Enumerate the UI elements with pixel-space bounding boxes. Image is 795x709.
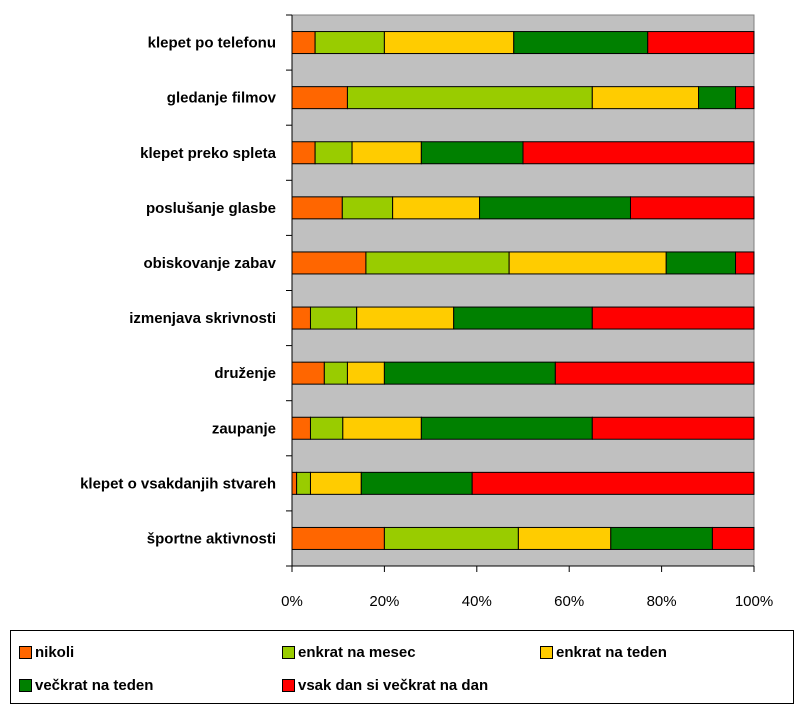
bar-segment: [351, 141, 422, 165]
bar-segment: [341, 196, 394, 220]
legend-label: enkrat na mesec: [298, 644, 416, 661]
bar-segment: [296, 471, 311, 495]
bar-segment: [554, 361, 755, 385]
bar-segment: [291, 526, 385, 550]
x-tick-label: 80%: [647, 593, 677, 610]
legend-swatch-enkrat-na-mesec: [282, 646, 295, 659]
category-label: druženje: [214, 365, 276, 382]
bar-segment: [291, 471, 298, 495]
bar-segment: [383, 31, 515, 55]
legend-item-nikoli: nikoli: [19, 644, 74, 661]
x-tick-label: 60%: [554, 593, 584, 610]
bar-segment: [309, 306, 358, 330]
category-label: gledanje filmov: [167, 90, 277, 107]
category-label: obiskovanje zabav: [143, 255, 276, 272]
legend-label: vsak dan si večkrat na dan: [298, 677, 489, 694]
category-label: klepet o vsakdanjih stvareh: [80, 475, 276, 492]
legend-label: večkrat na teden: [35, 677, 154, 694]
bar-segment: [479, 196, 631, 220]
bar-segment: [346, 361, 385, 385]
category-label: športne aktivnosti: [147, 530, 276, 547]
legend-item-enkrat-na-teden: enkrat na teden: [540, 644, 667, 661]
bar-segment: [591, 86, 700, 110]
category-label: klepet po telefonu: [148, 35, 276, 52]
bar-segment: [420, 141, 524, 165]
bar-segment: [629, 196, 755, 220]
bar-segment: [291, 86, 348, 110]
stacked-bar-chart: klepet po telefonu gledanje filmov klepet …: [80, 14, 773, 610]
bar-segment: [314, 31, 385, 55]
legend-swatch-nikoli: [19, 646, 32, 659]
bar-segment: [735, 86, 755, 110]
bar-segment: [309, 416, 344, 440]
bar-segment: [291, 251, 367, 275]
bar-segment: [610, 526, 713, 550]
category-label: zaupanje: [212, 420, 276, 437]
bar-segment: [665, 251, 737, 275]
x-tick-label: 100%: [735, 593, 773, 610]
bar-segment: [513, 31, 649, 55]
bar-segment: [356, 306, 455, 330]
bar-segment: [591, 416, 755, 440]
legend: nikoli enkrat na mesec enkrat na teden v…: [10, 630, 794, 704]
bar-segment: [342, 416, 422, 440]
bar-segment: [323, 361, 348, 385]
bar-segment: [365, 251, 510, 275]
bar-segment: [291, 141, 316, 165]
bar-segment: [508, 251, 667, 275]
bar-segment: [471, 471, 755, 495]
bar-segment: [291, 361, 325, 385]
x-tick-label: 0%: [281, 593, 303, 610]
bar-segment: [453, 306, 593, 330]
legend-item-enkrat-na-mesec: enkrat na mesec: [282, 644, 416, 661]
bar-segment: [309, 471, 362, 495]
bar-segment: [291, 196, 343, 220]
category-label: klepet preko spleta: [140, 145, 277, 162]
legend-swatch-veckrat-na-teden: [19, 679, 32, 692]
category-label: izmenjava skrivnosti: [129, 310, 276, 327]
category-label: poslušanje glasbe: [146, 200, 276, 217]
bar-segment: [291, 306, 311, 330]
bar-segment: [291, 31, 316, 55]
bar-segment: [522, 141, 755, 165]
bar-segment: [647, 31, 755, 55]
bar-segment: [591, 306, 755, 330]
bar-segment: [735, 251, 755, 275]
bar-segment: [383, 361, 556, 385]
bar-segment: [711, 526, 755, 550]
x-tick-label: 40%: [462, 593, 492, 610]
legend-swatch-vsak-dan: [282, 679, 295, 692]
bar-segment: [392, 196, 481, 220]
legend-item-vsak-dan: vsak dan si večkrat na dan: [282, 677, 488, 694]
bar-segment: [291, 416, 311, 440]
bar-segment: [383, 526, 519, 550]
legend-label: nikoli: [35, 644, 75, 661]
legend-swatch-enkrat-na-teden: [540, 646, 553, 659]
bar-segment: [698, 86, 737, 110]
legend-item-veckrat-na-teden: večkrat na teden: [19, 677, 153, 694]
bar-segment: [360, 471, 473, 495]
x-tick-label: 20%: [369, 593, 399, 610]
bar-segment: [517, 526, 612, 550]
bar-segment: [346, 86, 593, 110]
bar-segment: [314, 141, 353, 165]
bar-segment: [420, 416, 593, 440]
legend-label: enkrat na teden: [556, 644, 667, 661]
